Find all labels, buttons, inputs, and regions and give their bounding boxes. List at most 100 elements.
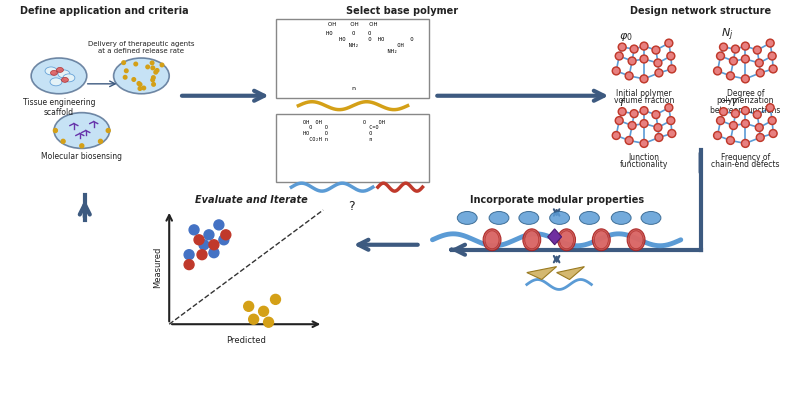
Circle shape (652, 111, 660, 119)
Circle shape (670, 66, 674, 71)
Text: Junction: Junction (629, 154, 659, 162)
Text: Evaluate and Iterate: Evaluate and Iterate (196, 195, 308, 205)
Text: HO      O
    HO       O
       NH₂: HO O HO O NH₂ (326, 31, 372, 48)
Circle shape (80, 113, 84, 117)
Circle shape (630, 110, 638, 117)
Ellipse shape (525, 231, 539, 249)
Text: chain-end defects: chain-end defects (711, 160, 780, 169)
Circle shape (642, 44, 646, 49)
Circle shape (770, 54, 775, 59)
FancyBboxPatch shape (276, 114, 429, 182)
Polygon shape (547, 229, 562, 245)
Circle shape (732, 110, 740, 117)
Circle shape (726, 72, 734, 80)
Circle shape (151, 66, 155, 70)
Circle shape (657, 71, 662, 76)
Circle shape (61, 118, 65, 122)
Circle shape (154, 71, 157, 74)
Circle shape (617, 54, 622, 59)
Text: Molecular biosensing: Molecular biosensing (41, 152, 122, 161)
Circle shape (668, 65, 676, 73)
Ellipse shape (519, 212, 539, 225)
Circle shape (189, 225, 199, 235)
Circle shape (614, 133, 618, 138)
Ellipse shape (592, 229, 610, 251)
Circle shape (729, 122, 737, 129)
Circle shape (150, 61, 154, 65)
Circle shape (249, 314, 259, 324)
Text: Design network structure: Design network structure (630, 6, 771, 16)
Circle shape (769, 65, 777, 73)
Circle shape (718, 54, 723, 59)
Circle shape (642, 76, 646, 81)
Circle shape (625, 137, 633, 144)
Circle shape (184, 250, 194, 260)
Circle shape (620, 44, 625, 49)
Circle shape (209, 248, 219, 258)
Circle shape (755, 124, 763, 132)
Circle shape (652, 46, 660, 54)
Circle shape (666, 105, 671, 110)
Circle shape (160, 63, 164, 67)
Circle shape (718, 118, 723, 123)
Ellipse shape (550, 212, 570, 225)
Circle shape (657, 135, 662, 140)
Circle shape (618, 107, 626, 116)
Circle shape (768, 41, 772, 46)
Circle shape (720, 43, 728, 51)
Circle shape (771, 66, 776, 71)
Circle shape (741, 55, 749, 63)
Circle shape (142, 86, 145, 90)
Circle shape (640, 120, 648, 127)
Circle shape (729, 57, 737, 65)
Circle shape (655, 125, 661, 130)
Ellipse shape (627, 229, 645, 251)
Ellipse shape (523, 229, 541, 251)
Circle shape (758, 71, 763, 76)
Circle shape (715, 68, 720, 73)
Circle shape (642, 141, 646, 146)
Circle shape (766, 104, 774, 112)
Circle shape (209, 240, 219, 250)
Circle shape (768, 105, 772, 110)
Text: ?: ? (348, 200, 354, 213)
Circle shape (199, 240, 209, 250)
Circle shape (743, 121, 748, 126)
Circle shape (721, 44, 726, 49)
Circle shape (741, 120, 749, 127)
Circle shape (630, 59, 634, 63)
Circle shape (755, 48, 760, 53)
Circle shape (733, 111, 738, 116)
Circle shape (667, 52, 675, 60)
Text: Degree of: Degree of (727, 89, 764, 98)
Text: O
   HO        O
         OH
      NH₂: O HO O OH NH₂ (368, 31, 413, 54)
Circle shape (151, 78, 155, 82)
Circle shape (615, 117, 623, 124)
Circle shape (731, 59, 736, 63)
Circle shape (628, 122, 636, 129)
Circle shape (728, 138, 733, 143)
Circle shape (741, 42, 749, 50)
Circle shape (630, 45, 638, 53)
Circle shape (642, 121, 646, 126)
Ellipse shape (50, 78, 62, 86)
Text: $N_j$: $N_j$ (721, 27, 733, 43)
Circle shape (138, 87, 142, 90)
Circle shape (665, 104, 673, 112)
Ellipse shape (113, 58, 169, 94)
Circle shape (669, 118, 674, 123)
Circle shape (731, 123, 736, 128)
Text: Frequency of: Frequency of (721, 154, 770, 162)
Circle shape (642, 56, 646, 61)
Text: Incorporate modular properties: Incorporate modular properties (469, 195, 644, 205)
Ellipse shape (50, 71, 57, 76)
Circle shape (137, 82, 140, 85)
Circle shape (194, 235, 204, 245)
Circle shape (98, 139, 102, 143)
Circle shape (753, 111, 761, 119)
Circle shape (263, 317, 274, 327)
Ellipse shape (61, 77, 69, 82)
Polygon shape (557, 266, 584, 280)
Circle shape (665, 39, 673, 47)
Text: Select base polymer: Select base polymer (346, 6, 458, 16)
